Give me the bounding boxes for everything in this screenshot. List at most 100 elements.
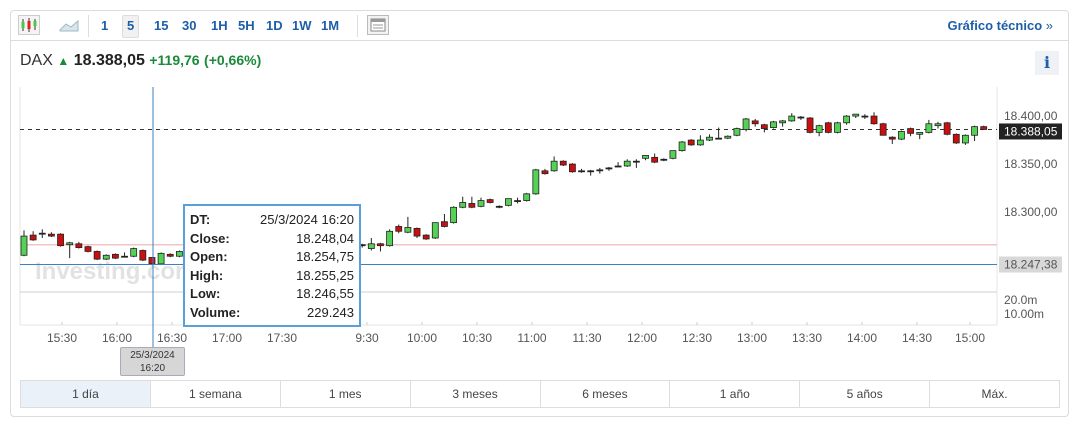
candle-body (715, 137, 723, 140)
technical-chart-link[interactable]: Gráfico técnico » (948, 18, 1054, 33)
y-tick-label: 18.350,00 (1004, 157, 1058, 171)
price-change-percent: (+0,66%) (204, 52, 262, 68)
candle (687, 139, 695, 146)
x-tick-label: 16:00 (102, 331, 132, 345)
candle-body (971, 126, 978, 136)
x-tick-label: 14:30 (902, 331, 932, 345)
tooltip-key: Low: (190, 286, 221, 301)
quote-header: DAX ▲ 18.388,05 +119,76 (+0,66%) (20, 52, 261, 70)
candle (550, 156, 558, 172)
candle-body (523, 193, 531, 201)
candle (532, 168, 540, 195)
candle (486, 198, 494, 204)
interval-1[interactable]: 1 (101, 18, 109, 33)
candle-body (879, 123, 887, 136)
candle-body (706, 136, 713, 141)
interval-1m[interactable]: 1M (321, 18, 340, 33)
candle-body (587, 170, 595, 173)
price-chart[interactable]: Investing.com 18.400,00 18.350,00 18.300,00… (0, 0, 1079, 370)
candle-body (861, 115, 869, 118)
candle (102, 254, 110, 261)
candle-body (852, 113, 860, 117)
interval-5h[interactable]: 5H (238, 18, 255, 33)
candle (660, 158, 668, 162)
candle (148, 256, 156, 266)
candle-body (742, 118, 750, 130)
range-tab[interactable]: 5 años (800, 381, 931, 407)
candle (651, 153, 659, 164)
chart-toolbar: 1 5 15 30 1H 5H 1D 1W 1M Gráfico técnico » (10, 10, 1069, 41)
candle (632, 159, 640, 168)
range-tab[interactable]: 1 día (21, 381, 151, 407)
candle-body (605, 167, 613, 170)
candle-body (660, 158, 668, 161)
current-price-box (999, 123, 1062, 140)
candle-body (495, 205, 503, 208)
range-tab[interactable]: 6 meses (541, 381, 671, 407)
interval-5[interactable]: 5 (122, 15, 140, 38)
candle-body (514, 200, 521, 202)
candle (971, 125, 978, 142)
candle (587, 169, 595, 176)
interval-1d[interactable]: 1D (266, 18, 283, 33)
candle-body (121, 255, 128, 258)
table-layout-icon[interactable] (367, 15, 389, 35)
candle-body (888, 136, 896, 140)
candle-body (532, 169, 540, 195)
range-tab[interactable]: 1 semana (151, 381, 281, 407)
candle (733, 127, 741, 137)
candle (523, 192, 531, 202)
x-tick-label: 13:30 (792, 331, 822, 345)
interval-1w[interactable]: 1W (292, 18, 312, 33)
candle (952, 133, 960, 144)
tooltip-key: DT: (190, 212, 211, 227)
candle (605, 166, 613, 171)
interval-15[interactable]: 15 (154, 18, 169, 33)
interval-1h[interactable]: 1H (211, 18, 228, 33)
x-tick-label: 11:00 (517, 331, 546, 345)
candle-body (569, 163, 576, 173)
candle-body (815, 125, 823, 133)
candle-body (843, 115, 850, 124)
candle-body (898, 131, 905, 140)
candle-body (367, 243, 375, 249)
candle (815, 124, 823, 137)
candle (422, 234, 430, 240)
candle (20, 230, 28, 257)
tooltip-row: DT: 25/3/2024 16:20 (190, 212, 354, 231)
candle (175, 250, 183, 258)
candle (797, 116, 805, 120)
candlestick-icon[interactable] (18, 15, 40, 35)
candle (696, 135, 704, 146)
candle (29, 231, 37, 241)
candle-body (733, 128, 741, 136)
candle-body (102, 254, 110, 260)
candle (934, 121, 942, 129)
candle (459, 196, 467, 209)
candle (157, 252, 165, 265)
range-tab[interactable]: 1 mes (281, 381, 411, 407)
candle (514, 197, 521, 204)
tooltip-row: Close: 18.248,04 (190, 231, 354, 250)
candle (760, 123, 768, 133)
candle (505, 198, 512, 207)
candle-body (175, 251, 183, 257)
range-tab[interactable]: 3 meses (411, 381, 541, 407)
info-button[interactable]: i (1035, 51, 1059, 75)
arrow-up-icon: ▲ (57, 54, 70, 68)
candle-body (824, 122, 832, 133)
candle (477, 197, 485, 208)
volume-tick-label: 20.0m (1004, 293, 1037, 307)
candle (441, 214, 448, 228)
candle-body (779, 120, 787, 124)
tooltip-key: High: (190, 267, 224, 283)
candle (925, 119, 933, 134)
range-tab[interactable]: Máx. (981, 387, 1008, 401)
area-chart-icon[interactable] (58, 15, 80, 35)
range-tab[interactable]: 1 año (670, 381, 801, 407)
candle (75, 241, 83, 249)
candle (824, 121, 832, 134)
candle (706, 134, 713, 142)
interval-30[interactable]: 30 (182, 18, 197, 33)
candle-body (38, 232, 46, 235)
